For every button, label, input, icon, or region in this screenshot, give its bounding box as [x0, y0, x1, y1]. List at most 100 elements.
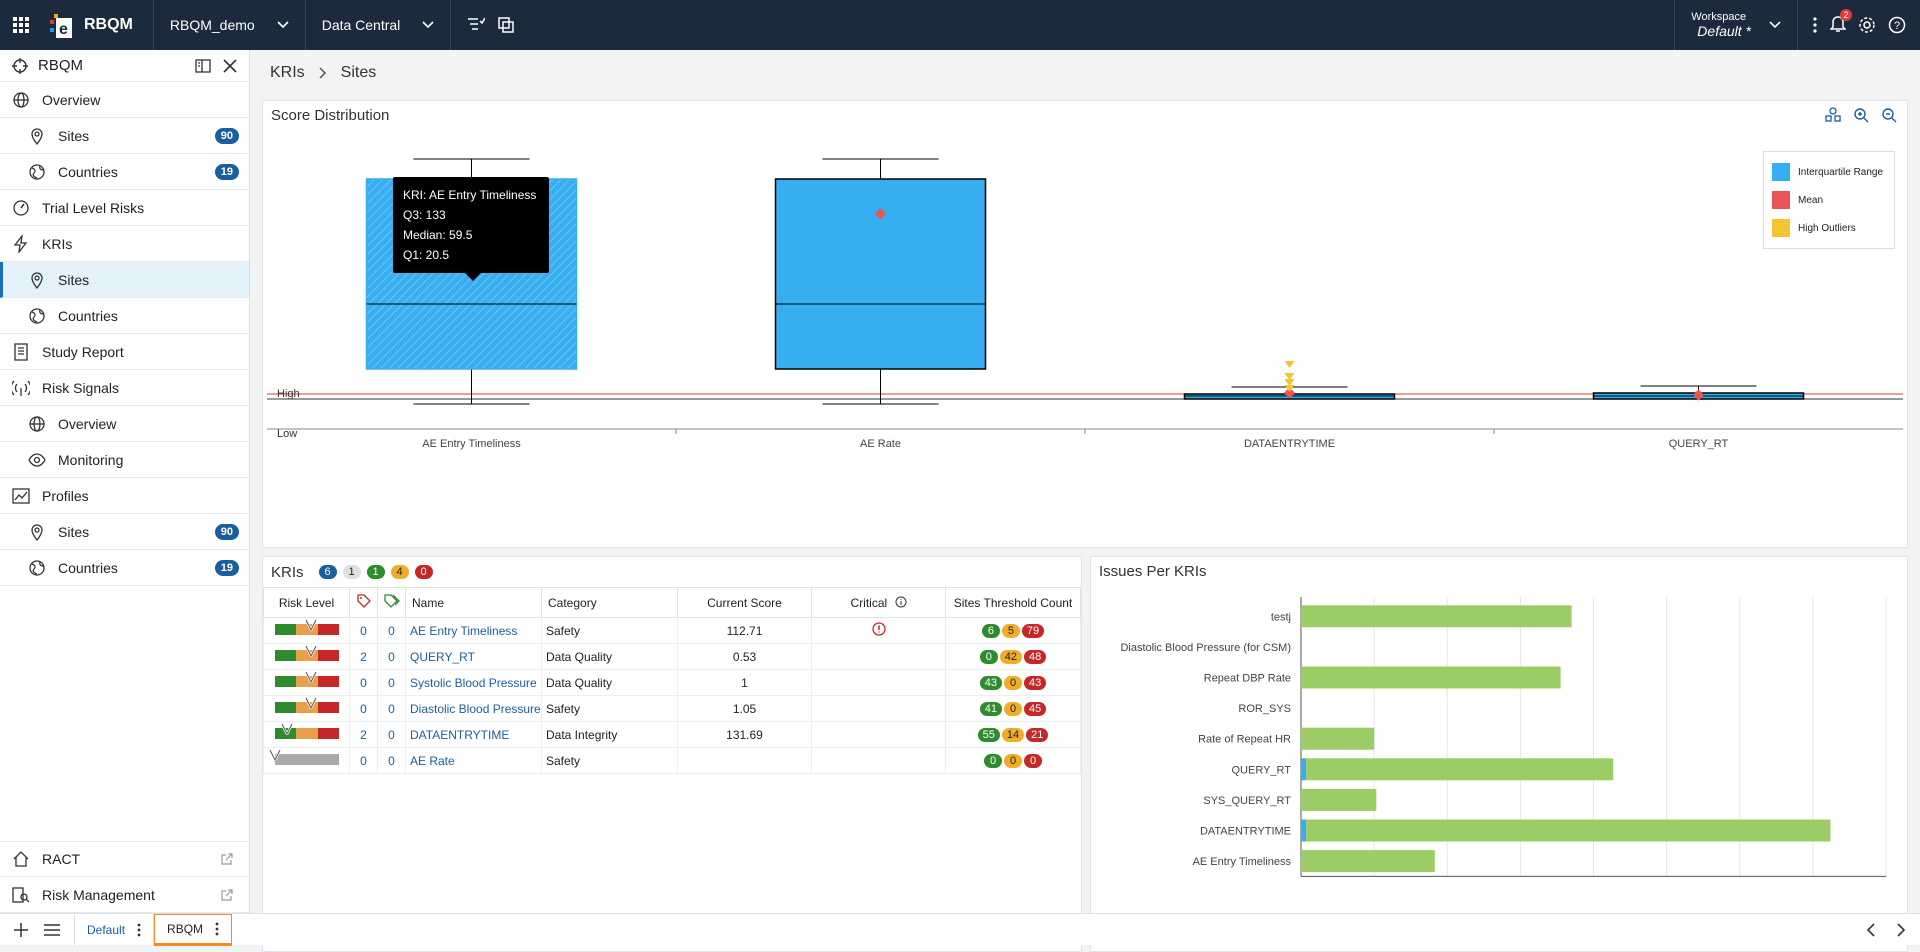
project-dropdown[interactable]: RBQM_demo [154, 0, 306, 50]
sidebar-item-ract[interactable]: RACT [0, 841, 249, 877]
bar-series-1[interactable] [1301, 788, 1377, 811]
table-row[interactable]: 0 0 Systolic Blood Pressure Data Quality 1 43… [263, 669, 1081, 696]
col-tags[interactable] [377, 587, 406, 618]
kri-count-badge[interactable]: 1 [366, 565, 385, 579]
kri-name-link[interactable]: QUERY_RT [405, 643, 542, 670]
sidebar-item-profiles[interactable]: Profiles [0, 478, 249, 514]
kri-name-link[interactable]: AE Rate [405, 747, 542, 774]
sidebar-item-sites[interactable]: Sites [0, 262, 249, 298]
threshold-green-count[interactable]: 6 [981, 624, 1000, 638]
sidebar-item-countries[interactable]: Countries [0, 298, 249, 334]
sidebar-item-sites[interactable]: Sites 90 [0, 514, 249, 550]
threshold-green-count[interactable]: 0 [984, 754, 1002, 768]
threshold-red-count[interactable]: 0 [1024, 754, 1042, 768]
sidebar-item-study-report[interactable]: Study Report [0, 334, 249, 370]
breadcrumb-root[interactable]: KRIs [270, 64, 305, 81]
chevron-right-icon[interactable] [1896, 922, 1906, 937]
gear-icon[interactable] [1858, 16, 1876, 34]
sidebar-item-countries[interactable]: Countries 19 [0, 550, 249, 586]
copy-link-icon[interactable] [497, 16, 515, 34]
issue-count-link[interactable]: 2 [349, 643, 378, 670]
col-critical[interactable]: Critical [811, 587, 946, 618]
bar-series-1[interactable] [1301, 605, 1572, 628]
issue-count-link[interactable]: 0 [349, 617, 378, 644]
more-vertical-icon[interactable] [137, 923, 141, 937]
col-tag[interactable] [349, 587, 378, 618]
box-dataentrytime[interactable] [1183, 361, 1396, 400]
sidebar-item-overview[interactable]: Overview [0, 406, 249, 442]
tab-rbqm[interactable]: RBQM [154, 913, 233, 946]
threshold-amber-count[interactable]: 5 [1001, 624, 1020, 638]
more-vertical-icon[interactable] [1812, 16, 1818, 34]
zoom-in-icon[interactable] [1853, 107, 1869, 123]
table-row[interactable]: 0 0 AE Rate Safety 0 0 0 [263, 747, 1081, 774]
col-category[interactable]: Category [541, 587, 678, 618]
panel-toggle-icon[interactable] [195, 58, 211, 73]
kri-name-link[interactable]: Diastolic Blood Pressure [405, 695, 542, 722]
table-row[interactable]: 2 0 DATAENTRYTIME Data Integrity 131.69 55 14 2… [263, 721, 1081, 748]
threshold-green-count[interactable]: 41 [979, 702, 1002, 716]
kri-name-link[interactable]: AE Entry Timeliness [405, 617, 542, 644]
threshold-red-count[interactable]: 21 [1026, 728, 1049, 742]
tag-count-link[interactable]: 0 [377, 669, 406, 696]
sidebar-item-risk-signals[interactable]: Risk Signals [0, 370, 249, 406]
threshold-green-count[interactable]: 0 [979, 650, 998, 664]
app-logo[interactable]: e RBQM [42, 0, 154, 50]
kri-count-badge[interactable]: 4 [390, 565, 409, 579]
kri-count-badge[interactable]: 1 [342, 565, 361, 579]
close-icon[interactable] [223, 58, 237, 73]
bar-series-1[interactable] [1306, 758, 1614, 781]
table-row[interactable]: 2 0 QUERY_RT Data Quality 0.53 0 42 48 [263, 643, 1081, 670]
legend-item[interactable]: Interquartile Range [1772, 158, 1886, 186]
workspace-selector[interactable]: Workspace Default * [1674, 0, 1798, 50]
threshold-red-count[interactable]: 79 [1021, 624, 1045, 638]
tab-default[interactable]: Default [74, 913, 155, 946]
external-link-icon[interactable] [221, 853, 233, 865]
filter-list-icon[interactable] [467, 16, 486, 34]
sidebar-item-kris[interactable]: KRIs [0, 226, 249, 262]
col-sites-threshold[interactable]: Sites Threshold Count [945, 587, 1081, 618]
tag-count-link[interactable]: 0 [377, 747, 406, 774]
more-vertical-icon[interactable] [215, 922, 219, 936]
kri-name-link[interactable]: Systolic Blood Pressure [405, 669, 542, 696]
table-row[interactable]: 0 0 Diastolic Blood Pressure Safety 1.05 41 0 4… [263, 695, 1081, 722]
sidebar-item-sites[interactable]: Sites 90 [0, 118, 249, 154]
bar-series-1[interactable] [1301, 727, 1375, 750]
col-risk-level[interactable]: Risk Level [263, 587, 350, 618]
bar-series-1[interactable] [1301, 850, 1435, 873]
threshold-green-count[interactable]: 55 [977, 728, 1000, 742]
sidebar-item-overview[interactable]: Overview [0, 82, 249, 118]
bar-series-1[interactable] [1301, 666, 1561, 689]
threshold-amber-count[interactable]: 42 [999, 650, 1022, 664]
sidebar-item-monitoring[interactable]: Monitoring [0, 442, 249, 478]
threshold-amber-count[interactable]: 0 [1004, 754, 1022, 768]
threshold-amber-count[interactable]: 0 [1004, 676, 1022, 690]
box-query-rt[interactable] [1592, 385, 1805, 401]
tag-count-link[interactable]: 0 [377, 617, 406, 644]
tag-count-link[interactable]: 0 [377, 695, 406, 722]
tag-count-link[interactable]: 0 [377, 643, 406, 670]
bar-series-2[interactable] [1301, 819, 1307, 842]
kri-count-badge[interactable]: 0 [414, 565, 433, 579]
chevron-left-icon[interactable] [1866, 922, 1876, 937]
threshold-red-count[interactable]: 43 [1024, 676, 1047, 690]
sidebar-item-trial-level-risks[interactable]: Trial Level Risks [0, 190, 249, 226]
table-row[interactable]: 0 0 AE Entry Timeliness Safety 112.71 6 5 79 [263, 617, 1081, 644]
menu-icon[interactable] [44, 923, 60, 936]
add-tab-icon[interactable] [14, 922, 28, 937]
threshold-green-count[interactable]: 43 [979, 676, 1002, 690]
threshold-red-count[interactable]: 45 [1024, 702, 1047, 716]
bar-series-1[interactable] [1306, 819, 1831, 842]
issue-count-link[interactable]: 0 [349, 695, 378, 722]
issue-count-link[interactable]: 0 [349, 669, 378, 696]
external-link-icon[interactable] [221, 888, 233, 901]
legend-item[interactable]: High Outliers [1772, 214, 1886, 242]
issue-count-link[interactable]: 2 [349, 721, 378, 748]
kri-count-badge[interactable]: 6 [318, 565, 337, 579]
threshold-amber-count[interactable]: 14 [1001, 728, 1025, 742]
col-name[interactable]: Name [405, 587, 542, 618]
sidebar-item-countries[interactable]: Countries 19 [0, 154, 249, 190]
legend-item[interactable]: Mean [1772, 186, 1886, 214]
bar-series-2[interactable] [1301, 758, 1307, 781]
sidebar-item-risk-management[interactable]: Risk Management [0, 877, 249, 913]
